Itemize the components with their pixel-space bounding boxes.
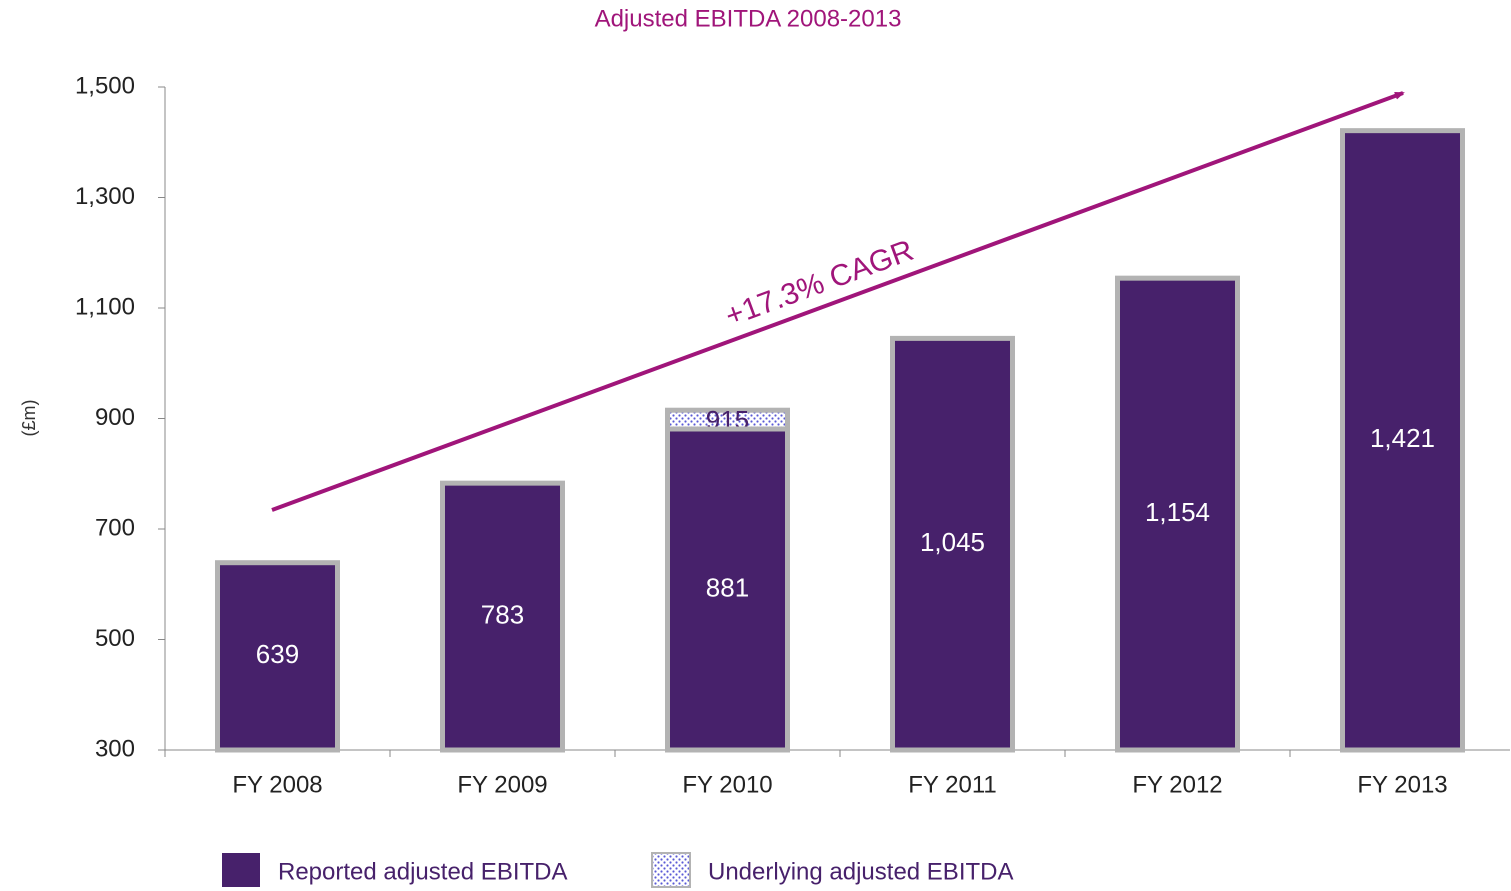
value-label: 1,154 [1145,497,1210,527]
legend: Reported adjusted EBITDA Underlying adjus… [222,852,1013,888]
legend-swatch [651,852,691,888]
value-label: 1,421 [1370,423,1435,453]
bar [665,426,790,753]
bar [440,480,565,753]
y-axis-label: (£m) [19,400,39,437]
bar [215,560,340,753]
bar [1340,128,1465,753]
y-tick-label: 500 [95,625,135,652]
x-tick-label: FY 2013 [1357,771,1447,798]
plot-area: 300 500 700 900 1,100 1,300 1,500 FY 2008 FY 200… [75,72,1510,798]
y-tick-label: 1,300 [75,183,135,210]
x-tick-label: FY 2011 [908,771,997,798]
y-tick-label: 1,100 [75,293,135,320]
value-label: 1,045 [920,527,985,557]
x-tick-label: FY 2010 [682,771,772,798]
y-tick-label: 700 [95,514,135,541]
value-label: 881 [706,572,749,602]
bar [1115,275,1240,753]
y-tick-label: 300 [95,735,135,762]
x-tick-label: FY 2012 [1132,771,1222,798]
y-tick-label: 900 [95,404,135,431]
x-tick-label: FY 2008 [232,771,322,798]
legend-label: Reported adjusted EBITDA [278,858,568,885]
legend-swatch [222,853,260,887]
cagr-arrow [271,91,1405,512]
legend-label: Underlying adjusted EBITDA [708,858,1013,885]
x-tick-label: FY 2009 [457,771,547,798]
bar [890,335,1015,753]
chart-title: Adjusted EBITDA 2008-2013 [595,5,902,32]
value-label: 639 [256,639,299,669]
y-tick-label: 1,500 [75,72,135,99]
value-label: 783 [481,599,524,629]
